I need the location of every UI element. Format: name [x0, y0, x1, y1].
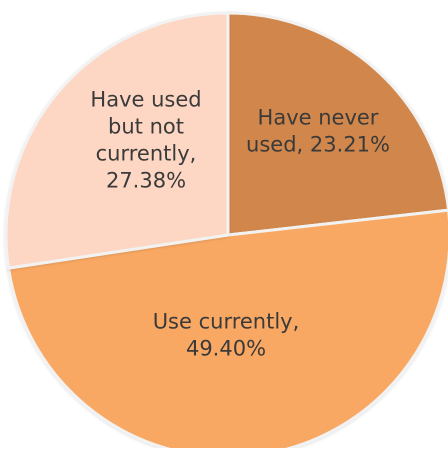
slice-label-line: Have never — [258, 106, 379, 130]
pie-labels: Have never used, 23.21% Use currently, 49.4… — [90, 88, 390, 361]
slice-label-line: Use currently, — [153, 310, 300, 334]
slice-label-have-never-used: Have never used, 23.21% — [246, 106, 390, 157]
pie-slices — [4, 11, 448, 452]
pie-slice-have-never-used — [226, 11, 448, 237]
slice-label-line: but not — [108, 115, 184, 139]
slice-label-have-used-but-not-currently: Have used but not currently, 27.38% — [90, 88, 201, 193]
slice-label-line: 49.40% — [186, 337, 266, 361]
slice-label-use-currently: Use currently, 49.40% — [153, 310, 300, 361]
slice-label-line: used, 23.21% — [246, 133, 390, 157]
slice-label-line: currently, — [96, 142, 197, 166]
pie-slice-use-currently — [6, 208, 448, 452]
slice-label-line: Have used — [90, 88, 201, 112]
pie-slice-have-used-but-not-currently — [4, 11, 230, 270]
slice-label-line: 27.38% — [106, 169, 186, 193]
